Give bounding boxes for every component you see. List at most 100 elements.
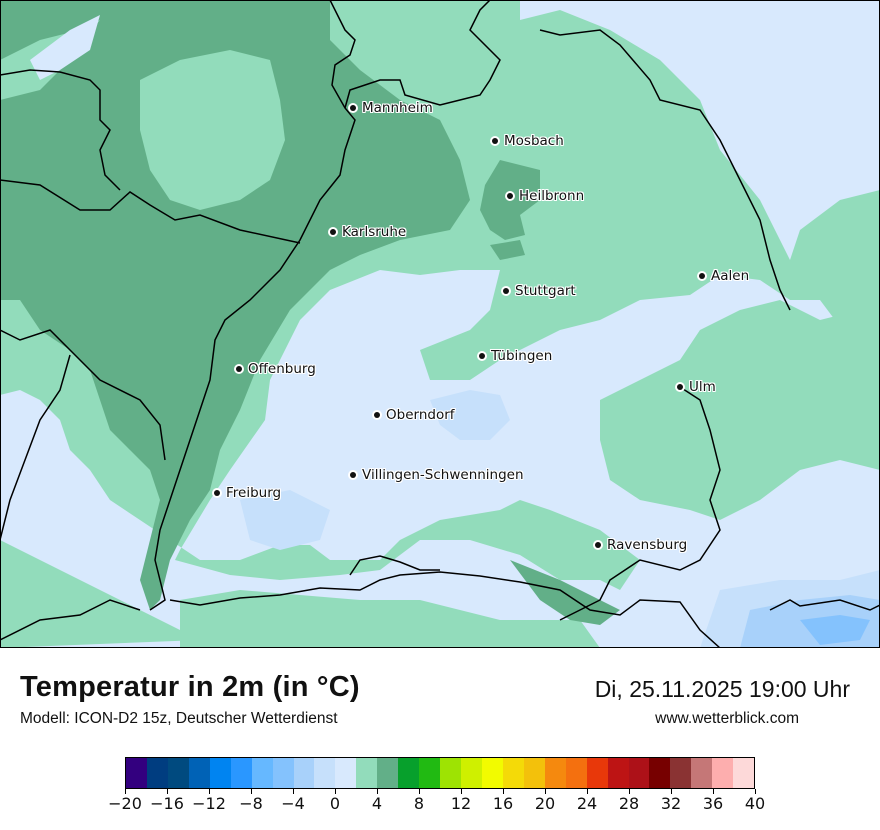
city-label: Mosbach bbox=[504, 133, 564, 149]
city-label: Freiburg bbox=[226, 485, 282, 501]
city-marker-heilbronn: Heilbronn bbox=[507, 188, 584, 204]
legend-tick-label: 8 bbox=[413, 794, 425, 813]
city-label: Ulm bbox=[689, 379, 716, 395]
legend-swatch bbox=[419, 758, 441, 788]
city-dot-icon bbox=[507, 193, 513, 199]
legend-tick bbox=[334, 789, 336, 794]
city-label: Villingen-Schwenningen bbox=[362, 467, 524, 483]
legend-tick-label: −8 bbox=[239, 794, 263, 813]
city-marker-ravensburg: Ravensburg bbox=[595, 537, 687, 553]
legend-tick bbox=[670, 789, 672, 794]
legend-tick-label: 20 bbox=[534, 794, 556, 813]
legend-swatch bbox=[314, 758, 336, 788]
city-dot-icon bbox=[492, 138, 498, 144]
city-dot-icon bbox=[374, 412, 380, 418]
legend-tick bbox=[712, 789, 714, 794]
legend-swatch bbox=[544, 758, 566, 788]
legend-swatch bbox=[209, 758, 231, 788]
legend-swatch bbox=[670, 758, 692, 788]
legend-tick-label: −20 bbox=[108, 794, 142, 813]
legend-tick bbox=[544, 789, 546, 794]
legend-swatch bbox=[272, 758, 294, 788]
legend-tick bbox=[166, 789, 168, 794]
legend-swatch bbox=[481, 758, 503, 788]
legend-tick-label: 32 bbox=[660, 794, 682, 813]
legend-swatch bbox=[377, 758, 399, 788]
legend-tick-label: 24 bbox=[576, 794, 598, 813]
legend-swatch bbox=[398, 758, 420, 788]
legend-tick bbox=[586, 789, 588, 794]
city-marker-stuttgart: Stuttgart bbox=[503, 283, 576, 299]
city-dot-icon bbox=[503, 288, 509, 294]
city-label: Mannheim bbox=[362, 100, 433, 116]
legend-swatch bbox=[649, 758, 671, 788]
legend-tick bbox=[292, 789, 294, 794]
legend-swatch bbox=[230, 758, 252, 788]
legend-swatch bbox=[586, 758, 608, 788]
legend-tick-label: 36 bbox=[702, 794, 724, 813]
city-marker-aalen: Aalen bbox=[699, 268, 749, 284]
legend-tick-label: −4 bbox=[281, 794, 305, 813]
legend-tick bbox=[250, 789, 252, 794]
color-legend-ticks: −20 −16 −12 −8 −4 0 4 8 12 16 20 24 28 32 36 40 bbox=[108, 789, 765, 819]
legend-swatch bbox=[523, 758, 545, 788]
legend-tick bbox=[754, 789, 756, 794]
legend-swatch bbox=[461, 758, 482, 788]
city-label: Tübingen bbox=[491, 348, 553, 364]
legend-swatch bbox=[335, 758, 357, 788]
city-marker-ulm: Ulm bbox=[677, 379, 716, 395]
website-link[interactable]: www.wetterblick.com bbox=[655, 710, 799, 727]
border-lines bbox=[0, 0, 880, 648]
legend-tick bbox=[628, 789, 630, 794]
legend-swatch bbox=[691, 758, 713, 788]
city-dot-icon bbox=[236, 366, 242, 372]
city-marker-mannheim: Mannheim bbox=[350, 100, 433, 116]
city-dot-icon bbox=[350, 472, 356, 478]
city-dot-icon bbox=[677, 384, 683, 390]
city-marker-villingen-schwenningen: Villingen-Schwenningen bbox=[350, 467, 524, 483]
city-label: Heilbronn bbox=[519, 188, 585, 204]
city-marker-freiburg: Freiburg bbox=[214, 485, 281, 501]
legend-swatch bbox=[565, 758, 587, 788]
city-marker-karlsruhe: Karlsruhe bbox=[330, 224, 406, 240]
city-dot-icon bbox=[699, 273, 705, 279]
city-dot-icon bbox=[595, 542, 601, 548]
legend-swatch bbox=[293, 758, 315, 788]
city-dot-icon bbox=[214, 490, 220, 496]
city-dot-icon bbox=[330, 229, 336, 235]
city-marker-oberndorf: Oberndorf bbox=[374, 407, 455, 423]
legend-swatch bbox=[607, 758, 629, 788]
city-dot-icon bbox=[479, 353, 485, 359]
legend-tick bbox=[376, 789, 378, 794]
legend-swatch bbox=[356, 758, 378, 788]
city-label: Ravensburg bbox=[607, 537, 688, 553]
legend-swatch bbox=[733, 758, 755, 788]
city-label: Stuttgart bbox=[515, 283, 576, 299]
legend-tick bbox=[418, 789, 420, 794]
forecast-datetime: Di, 25.11.2025 19:00 Uhr bbox=[594, 676, 850, 702]
map-canvas bbox=[0, 0, 880, 648]
legend-tick bbox=[460, 789, 462, 794]
temperature-map: Mannheim Mosbach Heilbronn Karlsruhe Aal… bbox=[0, 0, 880, 648]
legend-swatch bbox=[188, 758, 210, 788]
legend-swatch bbox=[712, 758, 734, 788]
city-label: Karlsruhe bbox=[342, 224, 407, 240]
city-marker-offenburg: Offenburg bbox=[236, 361, 316, 377]
legend-tick-label: −12 bbox=[192, 794, 226, 813]
chart-title: Temperatur in 2m (in °C) bbox=[20, 671, 360, 703]
city-dot-icon bbox=[350, 105, 356, 111]
city-marker-tuebingen: Tübingen bbox=[479, 348, 552, 364]
city-label: Oberndorf bbox=[386, 407, 455, 423]
legend-tick-label: 28 bbox=[618, 794, 640, 813]
legend-swatch bbox=[440, 758, 461, 788]
legend-swatch bbox=[167, 758, 189, 788]
legend-tick-label: 4 bbox=[371, 794, 383, 813]
legend-tick bbox=[502, 789, 504, 794]
legend-swatch bbox=[126, 758, 147, 788]
legend-tick-label: 0 bbox=[329, 794, 341, 813]
legend-tick-label: 12 bbox=[450, 794, 472, 813]
legend-tick bbox=[208, 789, 210, 794]
city-marker-mosbach: Mosbach bbox=[492, 133, 564, 149]
legend-swatch bbox=[146, 758, 168, 788]
legend-swatch bbox=[502, 758, 524, 788]
